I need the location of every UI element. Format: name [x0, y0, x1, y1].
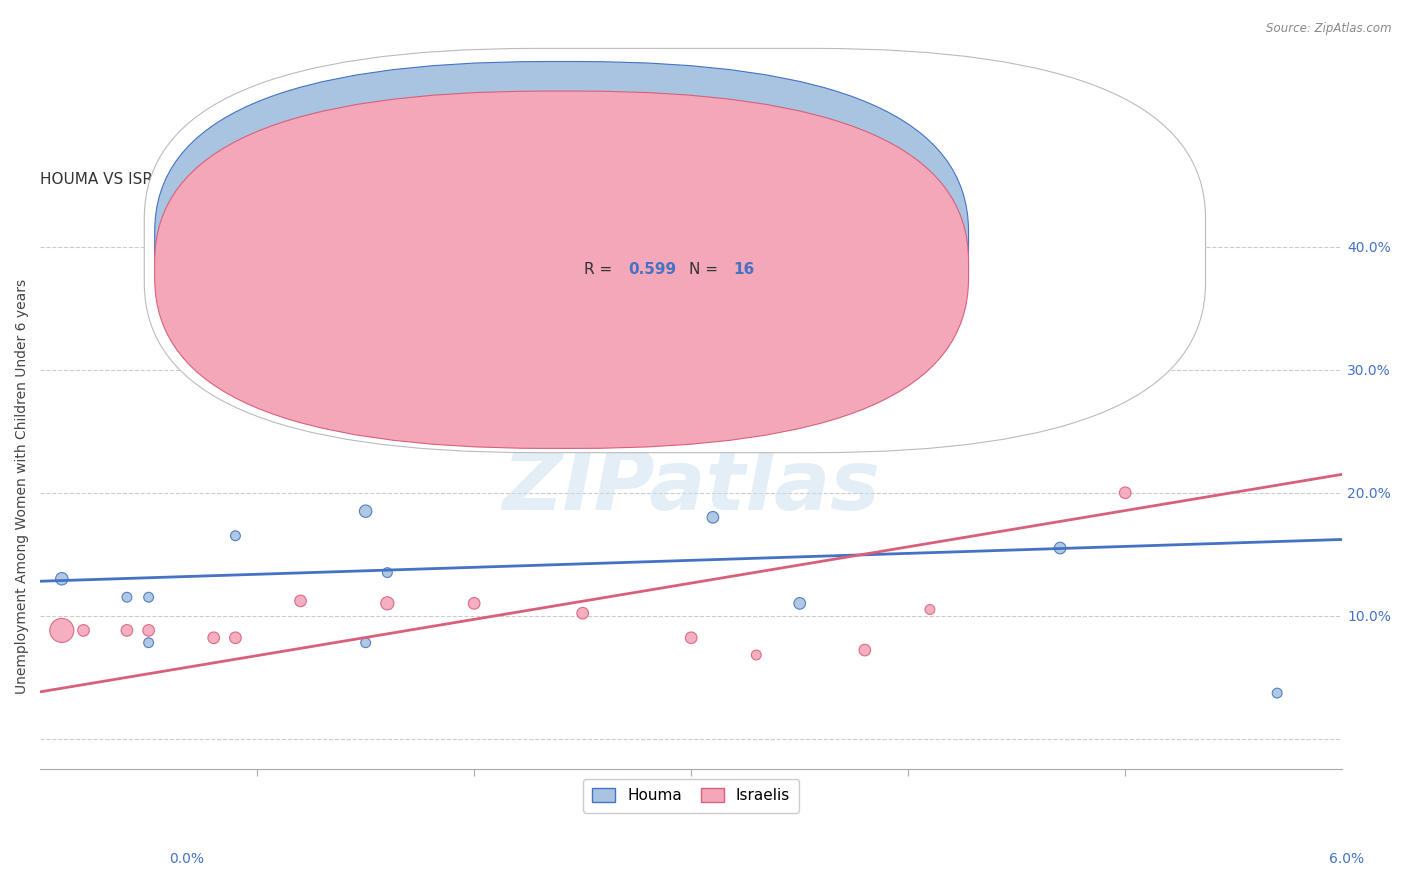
Point — [637, 430, 659, 444]
Point — [1265, 686, 1288, 700]
Text: N =: N = — [689, 233, 723, 248]
Text: 0.0%: 0.0% — [169, 852, 204, 866]
Text: Source: ZipAtlas.com: Source: ZipAtlas.com — [1267, 22, 1392, 36]
Point — [1049, 541, 1071, 555]
Point — [290, 594, 312, 608]
Point — [984, 313, 1007, 327]
Point — [138, 636, 160, 650]
Point — [571, 606, 593, 620]
Point — [918, 602, 941, 616]
Point — [224, 529, 246, 543]
Point — [138, 591, 160, 605]
Point — [115, 591, 138, 605]
FancyBboxPatch shape — [145, 48, 1205, 452]
Point — [681, 631, 703, 645]
Point — [202, 631, 225, 645]
Text: HOUMA VS ISRAELI UNEMPLOYMENT AMONG WOMEN WITH CHILDREN UNDER 6 YEARS CORRELATIO: HOUMA VS ISRAELI UNEMPLOYMENT AMONG WOME… — [41, 172, 875, 187]
Point — [463, 596, 485, 610]
Text: 6.0%: 6.0% — [1329, 852, 1364, 866]
Point — [354, 636, 377, 650]
Point — [1114, 485, 1136, 500]
Point — [224, 631, 246, 645]
Text: 0.599: 0.599 — [628, 262, 676, 277]
Text: 16: 16 — [733, 262, 754, 277]
Text: 14: 14 — [733, 233, 754, 248]
FancyBboxPatch shape — [155, 91, 969, 449]
Legend: Houma, Israelis: Houma, Israelis — [583, 779, 799, 813]
Point — [115, 624, 138, 638]
Point — [51, 572, 73, 586]
Point — [853, 368, 876, 383]
Point — [789, 596, 811, 610]
Text: ZIPatlas: ZIPatlas — [502, 446, 880, 527]
Point — [375, 596, 398, 610]
Text: N =: N = — [689, 262, 723, 277]
Point — [853, 643, 876, 657]
Y-axis label: Unemployment Among Women with Children Under 6 years: Unemployment Among Women with Children U… — [15, 279, 30, 694]
Text: R =: R = — [585, 262, 617, 277]
Text: R =: R = — [585, 233, 617, 248]
Text: 0.133: 0.133 — [628, 233, 676, 248]
Point — [745, 648, 768, 662]
Point — [51, 624, 73, 638]
Point — [702, 510, 724, 524]
Point — [138, 624, 160, 638]
Point — [72, 624, 94, 638]
Point — [354, 504, 377, 518]
FancyBboxPatch shape — [155, 62, 969, 419]
Point — [375, 566, 398, 580]
